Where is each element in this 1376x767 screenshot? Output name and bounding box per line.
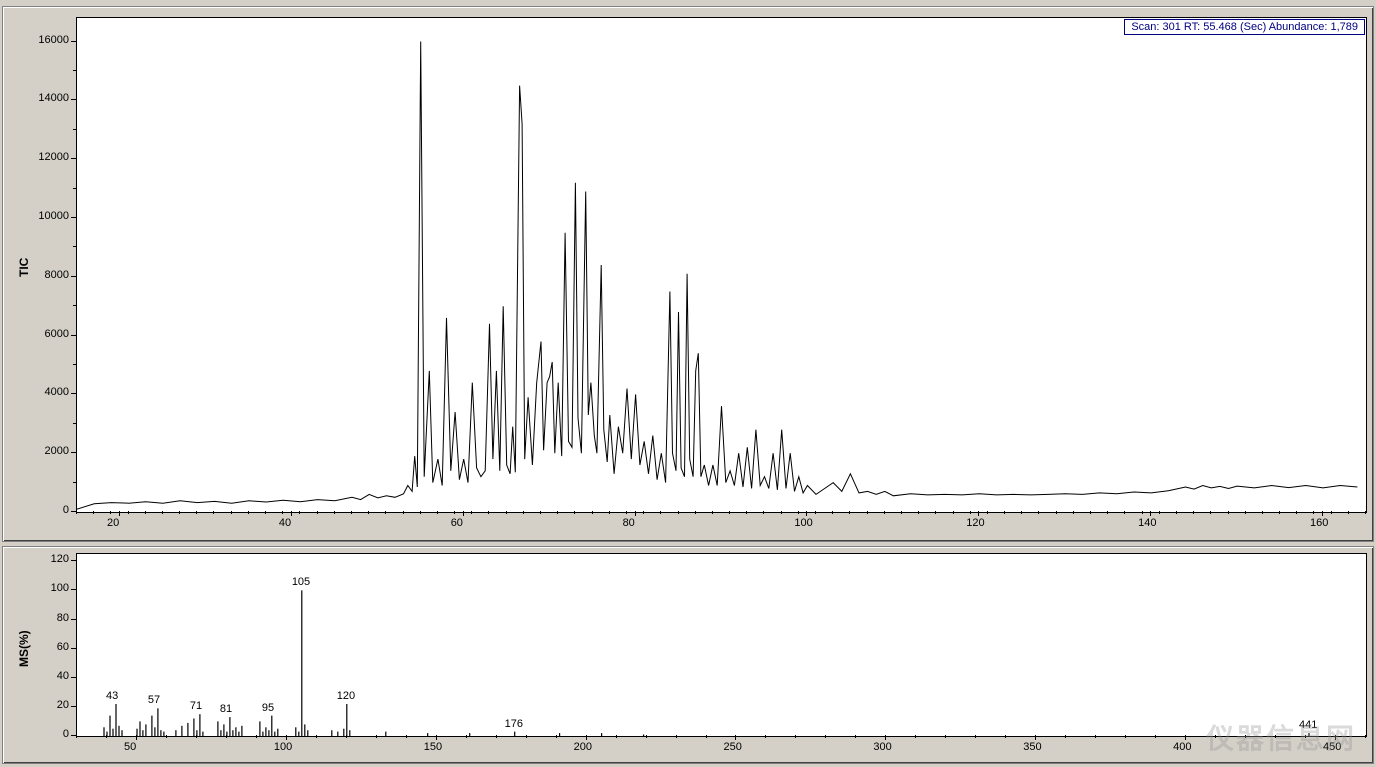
ms-peak-label: 105	[292, 576, 310, 588]
ms-peak-label: 441	[1299, 719, 1317, 731]
ms-ylabel: MS(%)	[17, 630, 31, 667]
tic-ylabel: TIC	[17, 258, 31, 277]
ms-peak-label: 95	[262, 702, 274, 714]
ms-panel: 4357718195105120176441 MS(%) 02040608010…	[2, 546, 1374, 764]
ms-peak-label: 71	[190, 700, 202, 712]
tic-plot-area[interactable]: Scan: 301 RT: 55.468 (Sec) Abundance: 1,…	[76, 17, 1367, 513]
app-container: Scan: 301 RT: 55.468 (Sec) Abundance: 1,…	[0, 0, 1376, 767]
ms-peak-label: 81	[220, 703, 232, 715]
ms-peak-label: 43	[106, 690, 118, 702]
ms-plot-area[interactable]: 43 57 71 81 95 105 120 176 441	[76, 553, 1367, 737]
ms-peak-label: 120	[337, 690, 355, 702]
tic-trace-svg	[77, 18, 1368, 514]
ms-peak-label: 176	[505, 718, 523, 730]
tic-panel: Scan: 301 RT: 55.468 (Sec) Abundance: 1,…	[2, 6, 1374, 542]
ms-peak-label: 57	[148, 694, 160, 706]
